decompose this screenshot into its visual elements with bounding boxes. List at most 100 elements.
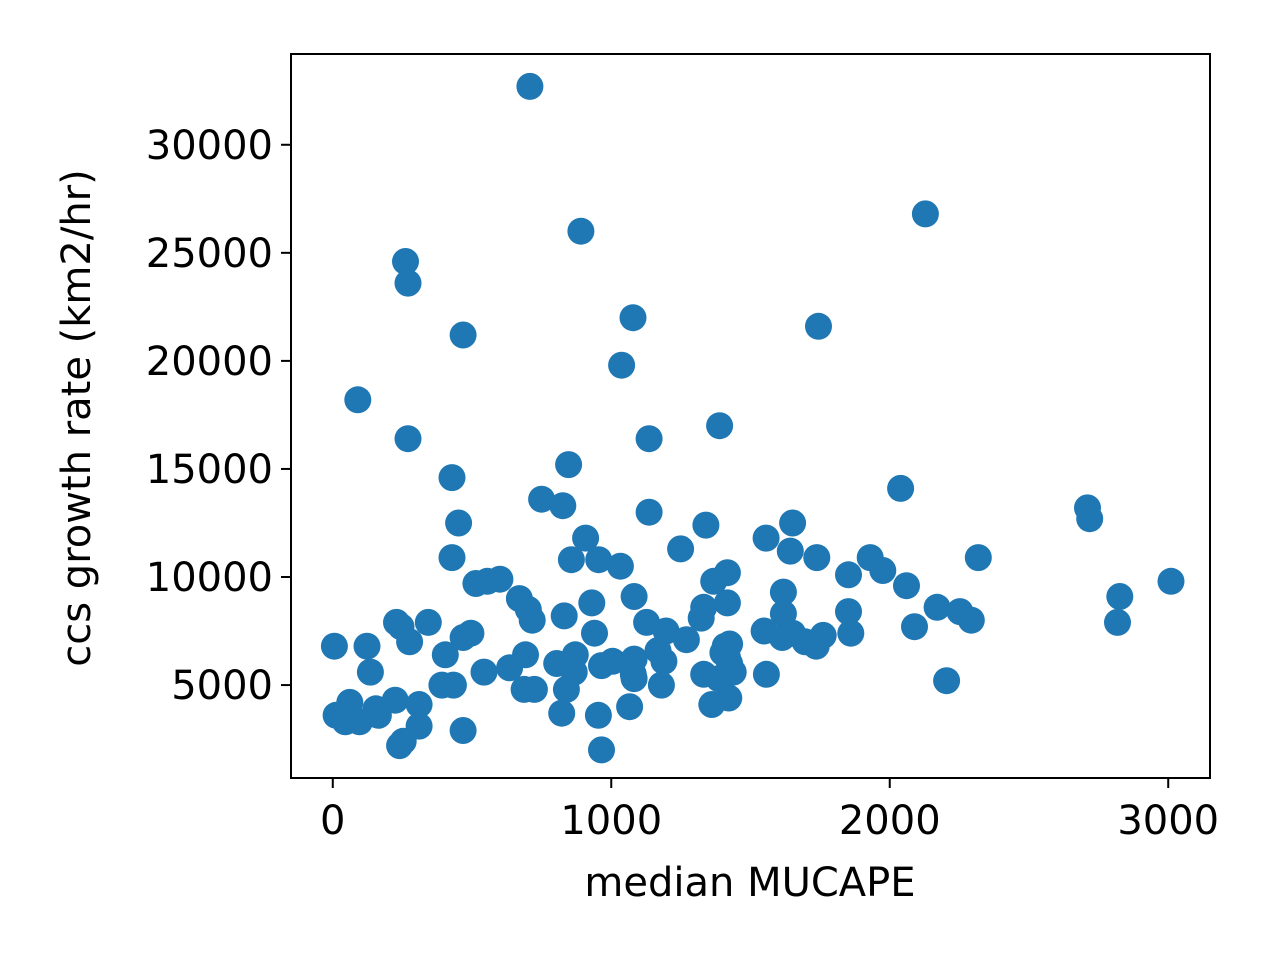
scatter-point: [386, 732, 414, 760]
scatter-point: [667, 535, 695, 563]
points-layer: [320, 72, 1185, 764]
scatter-point: [520, 675, 548, 703]
scatter-point: [672, 626, 700, 654]
scatter-point: [650, 647, 678, 675]
y-axis: 5000 10000 15000 20000 25000 30000: [146, 123, 291, 709]
scatter-point: [1076, 505, 1104, 533]
scatter-point: [752, 660, 780, 688]
scatter-point: [588, 736, 615, 764]
scatter-point: [869, 557, 897, 584]
scatter-point: [887, 474, 915, 502]
scatter-point: [715, 684, 743, 712]
scatter-point: [776, 537, 804, 565]
scatter-point: [620, 583, 648, 610]
scatter-point: [1157, 567, 1185, 595]
scatter-point: [803, 544, 831, 572]
scatter-point: [364, 701, 392, 729]
scatter-point: [752, 524, 780, 552]
scatter-point: [835, 561, 862, 589]
scatter-point: [619, 304, 647, 332]
y-tick-label: 20000: [146, 339, 273, 385]
scatter-point: [550, 602, 578, 630]
scatter-point: [893, 572, 920, 600]
scatter-point: [320, 632, 348, 660]
scatter-point: [396, 628, 424, 656]
scatter-point: [439, 671, 467, 699]
x-tick-label: 3000: [1117, 798, 1219, 844]
scatter-point: [1104, 608, 1131, 636]
scatter-point: [809, 621, 837, 649]
x-tick-label: 1000: [560, 798, 662, 844]
y-axis-label: ccs growth rate (km2/hr): [54, 169, 100, 666]
scatter-point: [394, 269, 422, 297]
scatter-point: [647, 671, 675, 699]
scatter-point: [394, 425, 422, 453]
scatter-point: [528, 485, 556, 513]
scatter-point: [635, 425, 663, 453]
scatter-point: [470, 658, 498, 686]
scatter-point: [557, 546, 585, 574]
scatter-point: [933, 667, 961, 695]
scatter-point: [606, 552, 634, 580]
scatter-point: [964, 544, 992, 572]
scatter-point: [496, 654, 524, 682]
scatter-point: [516, 72, 544, 100]
scatter-point: [901, 613, 928, 641]
scatter-point: [620, 665, 648, 693]
y-tick-label: 25000: [146, 231, 273, 277]
scatter-point: [353, 632, 381, 660]
x-axis: 0 1000 2000 3000: [320, 778, 1219, 844]
y-tick-label: 5000: [171, 663, 273, 709]
scatter-point: [584, 701, 612, 729]
scatter-point: [700, 567, 728, 595]
scatter-point: [687, 604, 715, 632]
scatter-point: [552, 675, 580, 703]
scatter-point: [578, 589, 606, 617]
scatter-point: [769, 578, 797, 606]
scatter-point: [438, 544, 466, 572]
y-tick-label: 30000: [146, 123, 273, 169]
scatter-point: [567, 217, 595, 245]
scatter-point: [405, 691, 433, 718]
scatter-point: [692, 511, 720, 539]
scatter-point: [449, 321, 477, 349]
scatter-point: [911, 200, 939, 228]
scatter-point: [438, 464, 466, 492]
scatter-point: [923, 593, 951, 621]
scatter-point: [414, 608, 442, 636]
scatter-point: [445, 509, 473, 537]
scatter-point: [572, 524, 600, 552]
scatter-point: [616, 693, 644, 721]
y-tick-label: 15000: [146, 447, 273, 493]
scatter-point: [449, 624, 477, 651]
x-axis-label: median MUCAPE: [584, 860, 915, 906]
x-tick-label: 2000: [839, 798, 941, 844]
scatter-point: [518, 606, 546, 634]
scatter-point: [356, 658, 384, 686]
scatter-point: [344, 386, 372, 414]
scatter-point: [837, 619, 865, 647]
y-tick-label: 10000: [146, 555, 273, 601]
scatter-point: [585, 546, 613, 574]
scatter-point: [835, 598, 862, 626]
scatter-point: [779, 509, 807, 537]
scatter-point: [588, 652, 615, 680]
scatter-point: [706, 412, 734, 440]
scatter-point: [957, 606, 985, 634]
x-tick-label: 0: [320, 798, 345, 844]
scatter-point: [1106, 583, 1134, 610]
scatter-point: [713, 589, 741, 617]
plot-frame: [290, 53, 1211, 779]
scatter-point: [548, 699, 576, 727]
scatter-point: [581, 619, 608, 647]
scatter-point: [608, 351, 636, 379]
scatter-point: [635, 498, 663, 526]
scatter-point: [486, 565, 514, 593]
scatter-point: [431, 641, 459, 669]
scatter-point: [805, 312, 832, 340]
scatter-point: [549, 492, 577, 520]
scatter-point: [392, 248, 419, 275]
scatter-point: [449, 717, 477, 744]
scatter-point: [555, 451, 583, 479]
